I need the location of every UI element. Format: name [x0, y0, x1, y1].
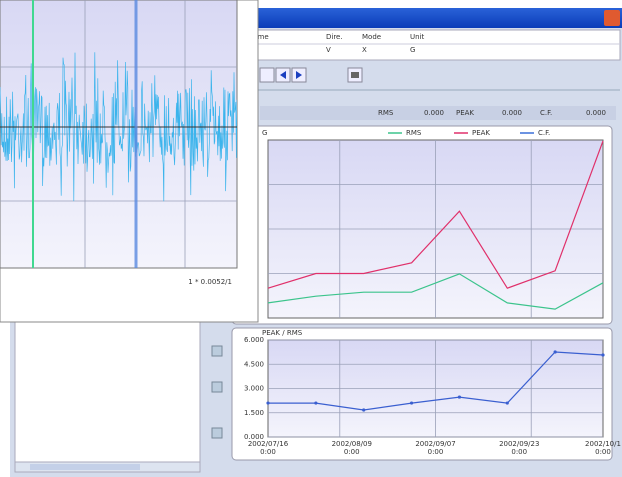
waveform-footer: 1 * 0.0052/1: [188, 278, 232, 286]
channel-table: [239, 29, 621, 61]
stat-value: 0.000: [424, 109, 444, 117]
point: [266, 401, 270, 405]
y-tick-label: 6.000: [244, 336, 264, 344]
chart-title: PEAK / RMS: [262, 329, 303, 337]
x-tick-label: 0:00: [344, 448, 360, 456]
toolbar-button[interactable]: [259, 67, 275, 83]
stats-bar: [260, 106, 616, 120]
arrow-left: [280, 71, 286, 79]
waveform: [0, 0, 237, 268]
point: [362, 408, 366, 412]
scroll-thumb[interactable]: [30, 464, 140, 470]
y-tick-label: 4.500: [244, 360, 264, 368]
table-cell: X: [362, 46, 367, 54]
legend-label: PEAK: [472, 129, 490, 137]
x-tick-label: 2002/09/23: [499, 440, 539, 448]
table-cell: V: [326, 46, 331, 54]
y-tick-label: 1.500: [244, 409, 264, 417]
column-header: Mode: [362, 33, 381, 41]
point: [409, 401, 414, 405]
stat-label: C.F.: [540, 109, 552, 117]
point: [553, 350, 557, 354]
x-tick-label: 2002/09/07: [415, 440, 455, 448]
x-tick-label: 0:00: [428, 448, 444, 456]
slider-button[interactable]: [211, 427, 223, 439]
x-tick-label: 0:00: [511, 448, 527, 456]
y-tick-label: 3.000: [244, 385, 264, 393]
slider-button[interactable]: [211, 345, 223, 357]
legend-label: C.F.: [538, 129, 550, 137]
stats: RMS 0.000 PEAK 0.000 C.F. 0.000: [378, 109, 606, 117]
print-icon: [351, 72, 359, 78]
close-button[interactable]: [604, 10, 620, 26]
x-tick-label: 2002/08/09: [332, 440, 372, 448]
chart-title: G: [262, 129, 267, 137]
column-header: Unit: [410, 33, 425, 41]
series-line: [267, 140, 604, 289]
x-tick-label: 0:00: [595, 448, 611, 456]
legend-label: RMS: [406, 129, 422, 137]
x-tick-label: 2002/07/16: [248, 440, 289, 448]
charts: G RMS PEAK C.F. PEAK / RMS 0.000 1.500 3.000 4.5…: [244, 129, 621, 456]
waveform-window: 1 * 0.0052/1: [0, 0, 259, 323]
point: [457, 395, 462, 399]
table-cell: G: [410, 46, 415, 54]
x-tick-label: 0:00: [260, 448, 276, 456]
column-header: Dire.: [326, 33, 343, 41]
point: [601, 353, 605, 357]
list-pane: [14, 321, 201, 463]
series-line: [267, 273, 604, 310]
stat-label: RMS: [378, 109, 394, 117]
series-line: [268, 351, 604, 411]
arrow-right: [296, 71, 302, 79]
stat-label: PEAK: [456, 109, 474, 117]
y-tick-label: 0.000: [244, 433, 264, 441]
x-tick-label: 2002/10/1: [585, 440, 621, 448]
stat-value: 0.000: [502, 109, 522, 117]
point: [505, 401, 509, 405]
point: [314, 401, 318, 405]
stat-value: 0.000: [586, 109, 606, 117]
waveform-texture: [0, 52, 237, 202]
slider-button[interactable]: [211, 381, 223, 393]
